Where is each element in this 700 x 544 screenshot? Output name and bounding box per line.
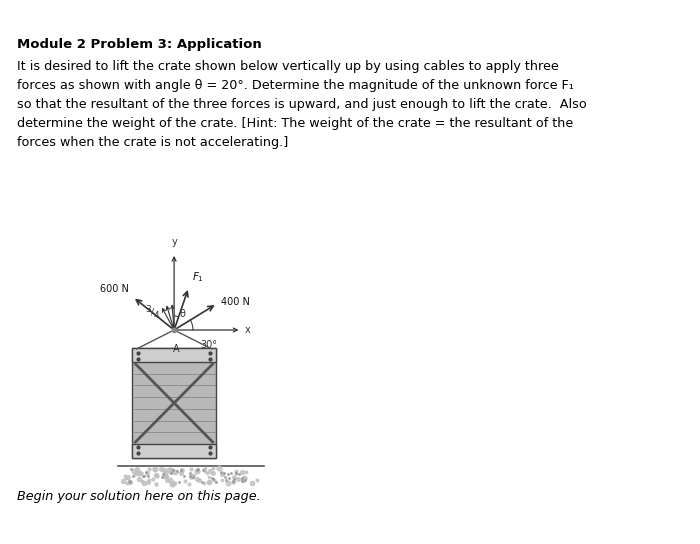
Text: forces when the crate is not accelerating.]: forces when the crate is not acceleratin…	[17, 136, 288, 149]
Text: 400 N: 400 N	[221, 296, 250, 307]
Bar	[132, 444, 216, 458]
Text: 3: 3	[146, 305, 151, 313]
Text: $F_1$: $F_1$	[192, 270, 204, 284]
Text: Module 2 Problem 3: Application: Module 2 Problem 3: Application	[17, 38, 262, 51]
Text: so that the resultant of the three forces is upward, and just enough to lift the: so that the resultant of the three force…	[17, 98, 587, 111]
Text: 4: 4	[153, 311, 159, 319]
Text: forces as shown with angle θ = 20°. Determine the magnitude of the unknown force: forces as shown with angle θ = 20°. Dete…	[17, 79, 574, 92]
FancyBboxPatch shape	[132, 348, 216, 458]
Text: θ: θ	[180, 309, 186, 319]
Text: A: A	[173, 344, 179, 354]
Text: 600 N: 600 N	[100, 284, 129, 294]
Text: determine the weight of the crate. [Hint: The weight of the crate = the resultan: determine the weight of the crate. [Hint…	[17, 117, 573, 130]
Text: /: /	[150, 307, 154, 317]
Text: It is desired to lift the crate shown below vertically up by using cables to app: It is desired to lift the crate shown be…	[17, 60, 559, 73]
Text: x: x	[244, 325, 250, 335]
Text: y: y	[172, 237, 177, 248]
Text: Begin your solution here on this page.: Begin your solution here on this page.	[17, 490, 260, 503]
Text: 30°: 30°	[200, 340, 218, 350]
Bar	[132, 348, 216, 362]
